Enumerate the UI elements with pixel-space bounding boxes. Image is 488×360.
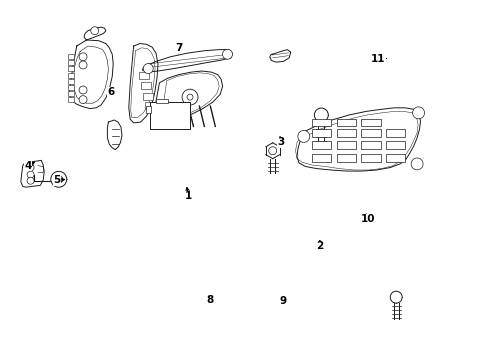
- Bar: [361, 141, 380, 149]
- Circle shape: [297, 130, 309, 142]
- Bar: [385, 141, 404, 149]
- Circle shape: [55, 175, 62, 183]
- Bar: [141, 82, 150, 89]
- Text: 10: 10: [361, 214, 375, 224]
- Text: 3: 3: [277, 138, 284, 148]
- Bar: [68, 79, 74, 84]
- Circle shape: [389, 291, 401, 303]
- Bar: [311, 141, 330, 149]
- Circle shape: [187, 94, 193, 100]
- Circle shape: [268, 147, 276, 155]
- Polygon shape: [84, 27, 106, 40]
- Bar: [144, 102, 154, 109]
- Text: 7: 7: [175, 43, 182, 53]
- Bar: [68, 54, 74, 59]
- Circle shape: [79, 61, 87, 69]
- Circle shape: [27, 177, 34, 184]
- Circle shape: [79, 53, 87, 61]
- Circle shape: [182, 89, 198, 105]
- Bar: [68, 73, 74, 78]
- Text: 1: 1: [184, 191, 192, 201]
- Circle shape: [27, 164, 34, 171]
- Bar: [68, 91, 74, 96]
- Text: 9: 9: [279, 296, 286, 306]
- Bar: [68, 60, 74, 65]
- Circle shape: [143, 64, 153, 73]
- Polygon shape: [142, 50, 232, 72]
- Bar: [336, 154, 356, 162]
- Circle shape: [314, 108, 327, 122]
- Bar: [336, 129, 356, 137]
- Circle shape: [412, 107, 424, 119]
- Text: 8: 8: [206, 295, 214, 305]
- Bar: [336, 141, 356, 149]
- Text: 2: 2: [316, 241, 323, 251]
- Bar: [385, 129, 404, 137]
- Bar: [361, 154, 380, 162]
- Bar: [156, 99, 168, 103]
- Polygon shape: [107, 120, 122, 150]
- Polygon shape: [269, 50, 290, 62]
- Text: 11: 11: [370, 54, 385, 64]
- Bar: [68, 85, 74, 90]
- Text: 4: 4: [24, 161, 32, 171]
- Bar: [336, 118, 356, 126]
- Circle shape: [27, 171, 34, 178]
- Polygon shape: [156, 71, 222, 126]
- Text: 5: 5: [54, 175, 61, 185]
- Circle shape: [222, 49, 232, 59]
- Bar: [311, 129, 330, 137]
- Polygon shape: [128, 44, 158, 123]
- Bar: [143, 93, 153, 100]
- Polygon shape: [21, 160, 44, 187]
- Polygon shape: [69, 40, 113, 109]
- Bar: [68, 66, 74, 71]
- Circle shape: [410, 158, 422, 170]
- Bar: [385, 154, 404, 162]
- Bar: [361, 118, 380, 126]
- Bar: [146, 106, 151, 113]
- Bar: [311, 118, 330, 126]
- Circle shape: [91, 27, 99, 35]
- Polygon shape: [296, 108, 420, 171]
- Bar: [361, 129, 380, 137]
- Bar: [139, 72, 149, 78]
- Circle shape: [51, 171, 66, 187]
- Bar: [68, 97, 74, 102]
- Bar: [311, 154, 330, 162]
- Bar: [149, 102, 189, 129]
- Circle shape: [79, 86, 87, 94]
- Text: 6: 6: [107, 87, 114, 98]
- Circle shape: [79, 96, 87, 104]
